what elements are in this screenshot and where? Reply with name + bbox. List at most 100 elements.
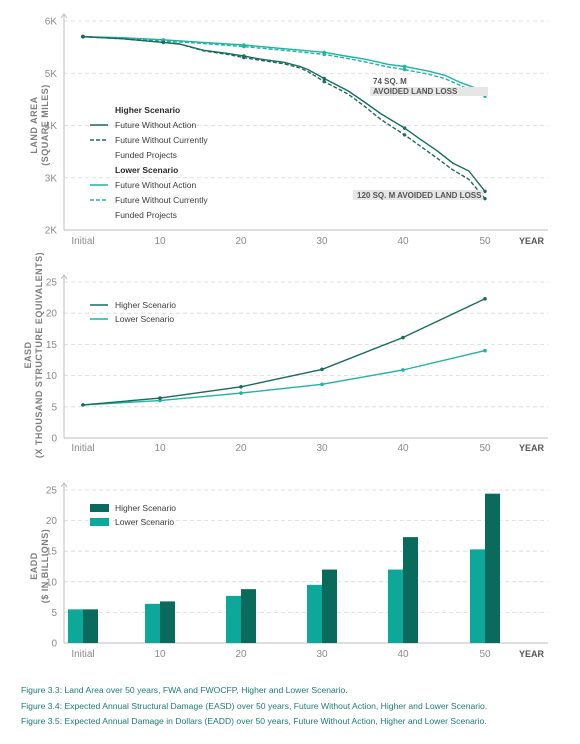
data-point-higher [158,396,162,400]
y-axis-label: EASD(X THOUSAND STRUCTURE EQUIVALENTS) [23,252,44,458]
data-point-higher [239,385,243,389]
x-tick-label: 50 [479,236,491,247]
y-axis-label: EADD($ IN BILLIONS) [29,529,50,604]
bar-lower [226,595,241,643]
x-tick-label: Initial [71,236,94,247]
x-axis-unit-label: YEAR [519,443,545,453]
y-tick-label: 20 [46,309,58,320]
series-line-lower_fwocfp [82,36,486,97]
y-tick-label: 15 [46,340,58,351]
y-tick-label: 15 [46,547,58,558]
legend-group-title: Lower Scenario [115,165,178,175]
y-tick-label: 25 [46,486,58,497]
legend-label: Future Without Action [115,120,197,130]
series-line-lower_fwa [82,36,486,93]
x-tick-label: Initial [71,649,94,660]
x-tick-label: 40 [397,649,409,660]
data-point-higher [81,403,85,407]
legend-swatch [90,504,109,512]
y-tick-label: 10 [46,371,58,382]
y-tick-label: 10 [46,577,58,588]
y-tick-label: 5K [45,69,58,80]
y-tick-label: 3K [45,173,58,184]
legend-label: Lower Scenario [115,314,174,324]
data-point-higher_fwa [161,40,166,45]
data-point-lower [320,382,324,387]
data-point-lower [239,391,243,395]
legend-label: Higher Scenario [115,503,176,513]
x-tick-label: 40 [397,443,409,454]
x-tick-label: 20 [235,443,247,454]
y-tick-label: 0 [51,434,57,445]
legend-swatch [90,518,109,526]
data-point-lower [401,368,405,372]
x-tick-label: 50 [479,649,491,660]
data-point-lower_fwa [242,43,246,47]
data-point-lower_fwocfp [402,67,407,72]
x-tick-label: 10 [154,443,166,454]
bar-lower [307,584,322,643]
caption-figure-3-5: Figure 3.5: Expected Annual Damage in Do… [21,716,487,726]
data-point-higher_fwa [242,54,246,58]
legend-label: Future Without Currently [115,135,208,145]
data-point-lower [158,398,162,403]
data-point-higher_fwa [483,189,487,194]
bar-lower [388,569,403,643]
x-tick-label: 20 [235,649,247,660]
figure-captions: Figure 3.3: Land Area over 50 years, FWA… [21,683,561,730]
bar-higher [485,493,500,643]
x-axis-unit-label: YEAR [519,649,545,659]
bar-lower [145,603,160,643]
series-line-higher [82,298,486,406]
y-tick-label: 6K [45,17,58,28]
bar-higher [403,537,418,643]
x-tick-label: 30 [316,649,328,660]
data-point-higher [401,335,405,340]
data-point-higher [483,297,487,301]
x-tick-label: 10 [154,236,166,247]
annotation-bg [353,190,483,200]
x-tick-label: 50 [479,443,491,454]
y-axis-label: LAND AREA(SQUARE MILES) [29,84,50,166]
legend-label: Future Without Action [115,180,197,190]
data-point-higher_fwocfp [483,196,487,201]
annotation-text: 120 SQ. M AVOIDED LAND LOSS [357,191,482,200]
bar-higher [241,589,256,643]
caption-figure-3-3: Figure 3.3: Land Area over 50 years, FWA… [21,685,348,695]
data-point-higher_fwocfp [322,79,326,84]
caption-figure-3-4: Figure 3.4: Expected Annual Structural D… [21,700,488,711]
data-point-higher_fwa [322,76,326,81]
y-tick-label: 25 [46,278,58,289]
y-tick-label: 4K [45,121,58,132]
annotation-bg [370,87,488,96]
data-point-higher_fwocfp [402,133,407,137]
annotation-text: 74 SQ. M [373,77,407,86]
data-point-lower_fwa [161,38,166,42]
x-tick-label: 20 [235,236,247,247]
data-point-lower_fwa [402,64,407,69]
legend-label: Future Without Currently [115,195,208,205]
legend-label: Lower Scenario [115,517,174,527]
annotation-text: AVOIDED LAND LOSS [373,87,458,96]
x-tick-label: 30 [316,236,328,247]
y-tick-label: 5 [51,402,57,413]
x-axis-unit-label: YEAR [519,236,545,246]
data-point-lower [483,348,487,353]
y-tick-label: 0 [51,639,57,650]
y-axis-arrow [60,13,68,19]
data-point-higher_fwa [402,126,407,130]
x-tick-label: 10 [154,649,166,660]
legend-label: Higher Scenario [115,300,176,310]
x-tick-label: 40 [397,236,409,247]
legend-label: Funded Projects [115,150,177,160]
bar-lower [68,609,83,643]
y-tick-label: 2K [45,226,58,237]
bar-higher [160,601,175,643]
series-line-higher_fwa [82,36,486,192]
legend-group-title: Higher Scenario [115,105,180,115]
data-point-initial [81,34,85,39]
legend-label: Funded Projects [115,210,177,220]
y-axis-arrow [60,274,68,280]
series-line-lower [82,349,486,406]
